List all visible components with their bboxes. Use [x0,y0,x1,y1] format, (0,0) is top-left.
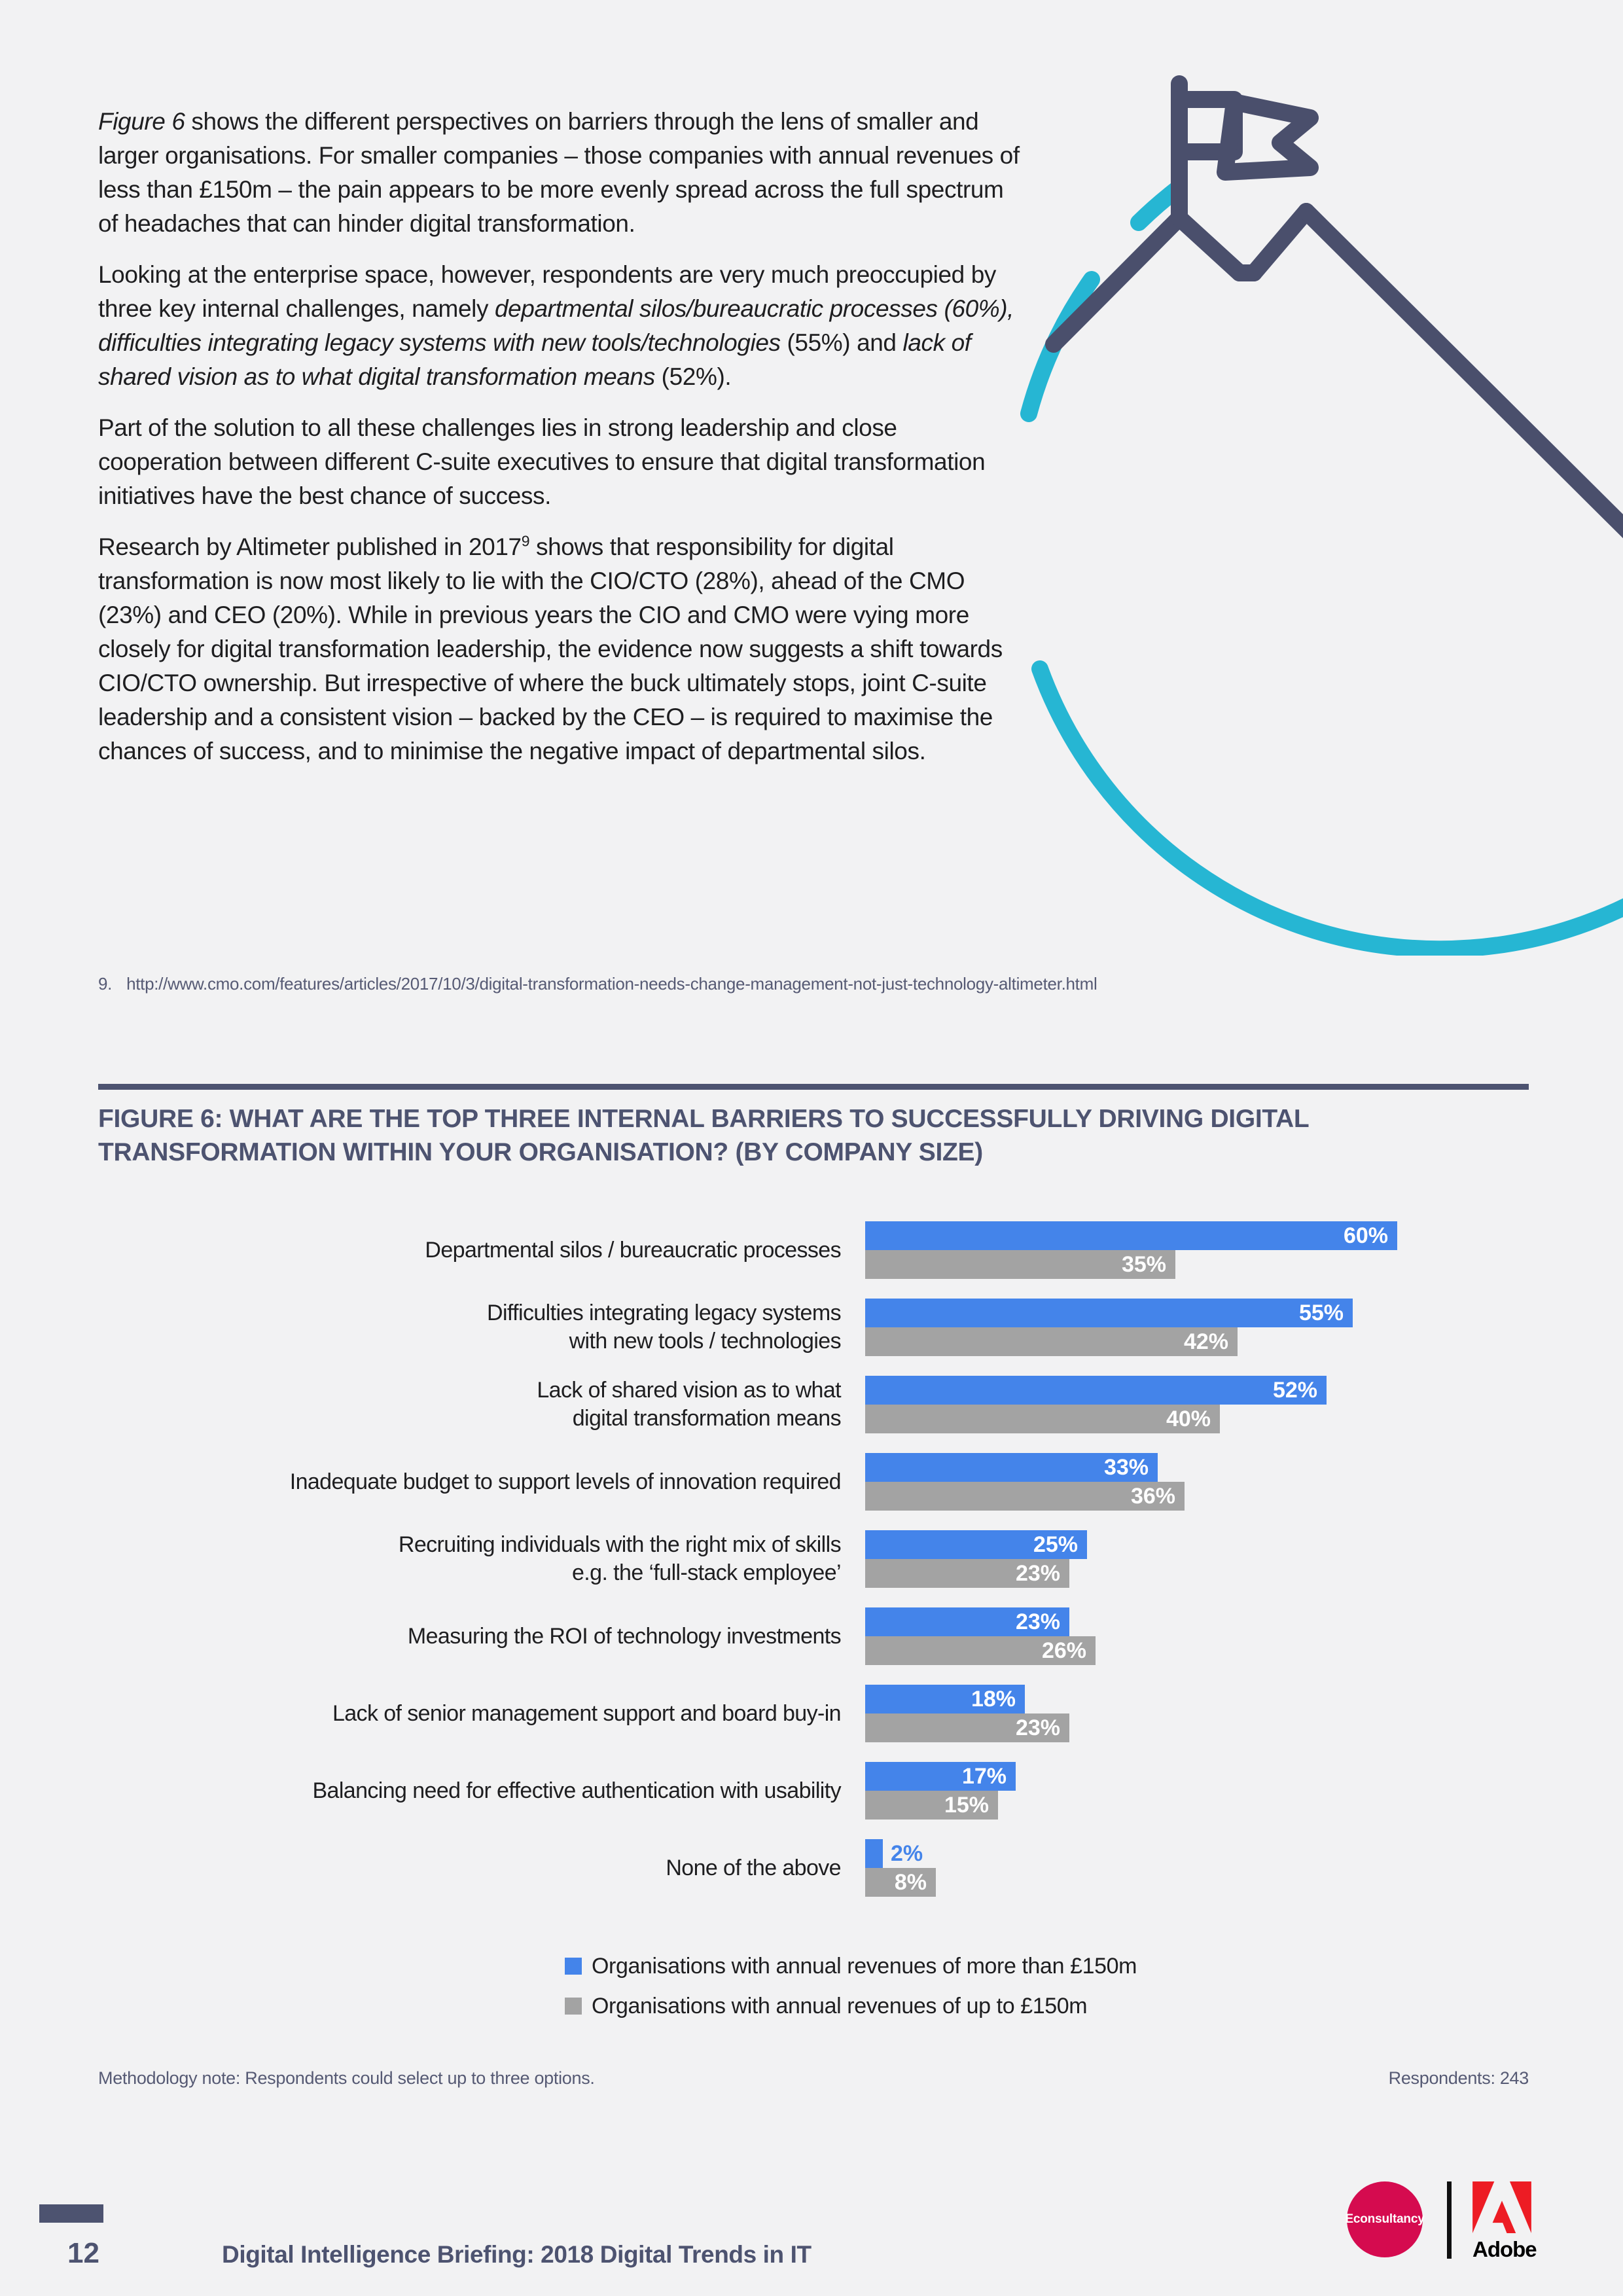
bar-value-label: 18% [971,1687,1016,1712]
bar-small-orgs [865,1636,1096,1665]
bar-small-orgs [865,1791,998,1820]
mountain-flag-illustration [1020,75,1623,956]
footer-accent-bar [39,2204,103,2223]
econsultancy-logo-label: Econsultancy [1345,2212,1425,2226]
bar-value-label: 35% [1121,1252,1166,1277]
methodology-note: Methodology note: Respondents could sele… [98,2068,595,2088]
adobe-a-icon [1472,2181,1531,2233]
respondents-count: Respondents: 243 [1388,2068,1529,2088]
chart-row: None of the above 2% 8% [98,1829,1529,1907]
bar-value-label: 17% [961,1764,1007,1789]
bar-large-orgs [865,1607,1069,1636]
footnote-url[interactable]: http://www.cmo.com/features/articles/201… [126,974,1097,994]
mountain-peak-flag-icon [1045,75,1623,539]
chart-rows: Departmental silos / bureaucratic proces… [98,1211,1529,1907]
bar-category-label: Balancing need for effective authenticat… [312,1778,841,1803]
footer-title: Digital Intelligence Briefing: 2018 Digi… [222,2241,812,2268]
bar-value-label: 26% [1041,1638,1086,1663]
bar-category-label: Difficulties integrating legacy systems w… [487,1300,842,1354]
chart-row: Balancing need for effective authenticat… [98,1752,1529,1829]
chart-row: Lack of senior management support and bo… [98,1675,1529,1752]
bar-category-label: Lack of shared vision as to what digital … [537,1378,841,1431]
bar-value-label: 33% [1103,1455,1149,1480]
adobe-logo-label: Adobe [1472,2237,1537,2261]
bar-value-label: 55% [1298,1300,1344,1325]
bar-value-label: 23% [1015,1715,1060,1740]
bar-value-label: 60% [1343,1223,1388,1248]
bar-large-orgs [865,1299,1353,1327]
bar-small-orgs [865,1713,1069,1742]
chart-row: Departmental silos / bureaucratic proces… [98,1211,1529,1289]
bar-value-label: 23% [1015,1609,1060,1634]
bar-small-orgs [865,1482,1185,1511]
chart-row: Inadequate budget to support levels of i… [98,1443,1529,1520]
bar-large-orgs [865,1453,1158,1482]
logo-divider [1447,2181,1452,2259]
bar-category-label: Measuring the ROI of technology investme… [407,1623,842,1649]
bar-value-label: 8% [894,1870,927,1895]
legend-label-small-orgs: Organisations with annual revenues of up… [592,1993,1088,2018]
paragraph: Part of the solution to all these challe… [98,414,986,509]
bar-small-orgs [865,1559,1069,1588]
chart-row: Difficulties integrating legacy systems w… [98,1289,1529,1366]
bar-large-orgs [865,1685,1025,1713]
figure-divider-rule [98,1084,1529,1090]
legend-swatch-gray [565,1998,582,2015]
legend-item-small-orgs: Organisations with annual revenues of up… [565,1993,1137,2019]
bar-category-label: Lack of senior management support and bo… [332,1700,842,1726]
bar-large-orgs [865,1376,1327,1405]
bar-category-label: Recruiting individuals with the right mi… [398,1532,842,1585]
bar-value-label: 23% [1015,1561,1060,1586]
legend-swatch-blue [565,1958,582,1975]
bar-large-orgs [865,1221,1397,1250]
bar-large-orgs [865,1530,1087,1559]
bar-value-label: 15% [944,1793,989,1818]
bar-small-orgs [865,1405,1220,1433]
legend-label-large-orgs: Organisations with annual revenues of mo… [592,1953,1137,1979]
bar-small-orgs [865,1327,1238,1356]
bar-value-label: 40% [1166,1407,1211,1431]
bar-value-label: 36% [1130,1484,1175,1509]
bar-value-label: 25% [1033,1532,1078,1557]
chart-row: Lack of shared vision as to what digital … [98,1366,1529,1443]
chart-row: Recruiting individuals with the right mi… [98,1520,1529,1598]
bar-large-orgs [865,1839,883,1868]
footnote: 9. http://www.cmo.com/features/articles/2… [98,974,1097,994]
figure-title: FIGURE 6: WHAT ARE THE TOP THREE INTERNA… [98,1105,1309,1166]
footnote-number: 9. [98,974,113,994]
bar-category-label: None of the above [666,1855,841,1880]
bar-small-orgs [865,1868,936,1897]
bar-category-label: Inadequate budget to support levels of i… [289,1469,842,1494]
bar-small-orgs [865,1250,1175,1279]
econsultancy-logo: Econsultancy [1345,2181,1425,2257]
bar-value-label: 42% [1183,1329,1228,1354]
paragraph: Looking at the enterprise space, however… [98,261,1014,390]
chart-row: Measuring the ROI of technology investme… [98,1598,1529,1675]
teal-dashed-circle [1020,180,1623,956]
page-number: 12 [67,2237,99,2269]
bar-category-label: Departmental silos / bureaucratic proces… [425,1237,841,1263]
bar-value-label: 52% [1272,1378,1317,1403]
bar-large-orgs [865,1762,1016,1791]
paragraph: Research by Altimeter published in 20179… [98,532,1003,764]
body-paragraphs: Figure 6 shows the different perspective… [98,105,1021,785]
chart-legend: Organisations with annual revenues of mo… [565,1953,1137,2033]
bar-value-label: 2% [891,1841,923,1866]
legend-item-large-orgs: Organisations with annual revenues of mo… [565,1953,1137,1979]
adobe-logo: Adobe [1472,2181,1537,2262]
paragraph: Figure 6 shows the different perspective… [98,108,1020,237]
figure6-bar-chart: Departmental silos / bureaucratic proces… [98,1211,1529,1907]
